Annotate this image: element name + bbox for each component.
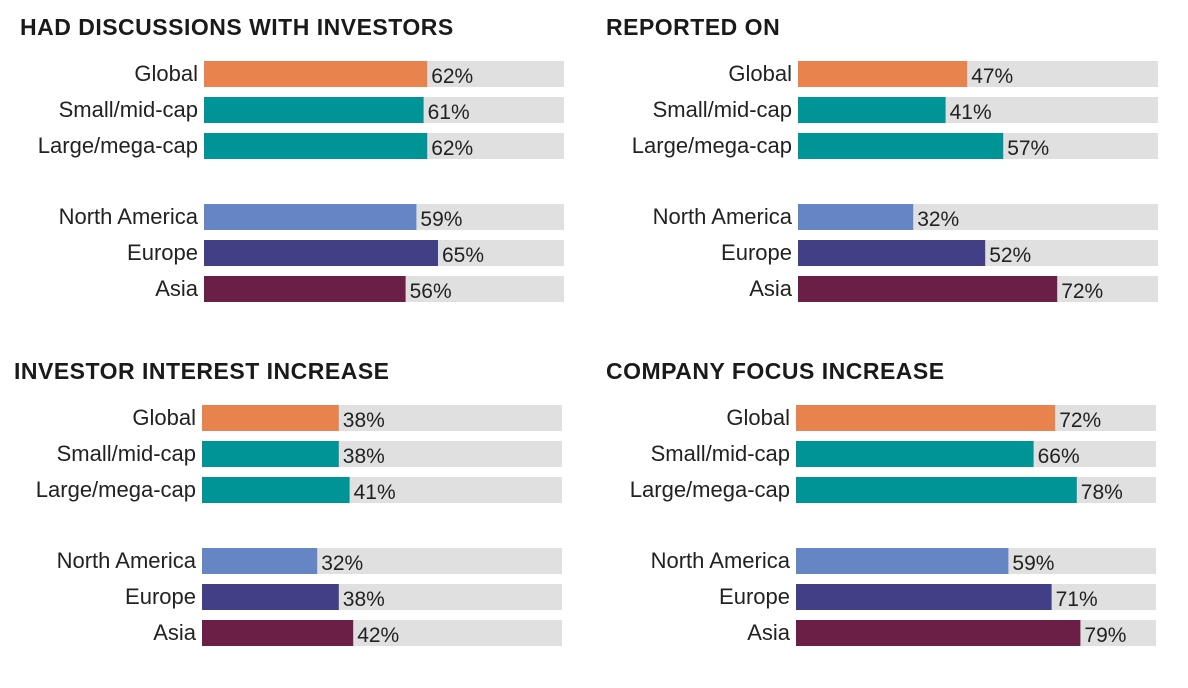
category-label-global: Global — [132, 405, 196, 430]
panel-reported-on: REPORTED ON Global 47% Small/mid-cap 41% Lar… — [606, 14, 1186, 344]
value-label-large-mega-cap: 41% — [354, 481, 396, 504]
category-label-asia: Asia — [153, 620, 197, 645]
category-label-north-america: North America — [653, 204, 793, 229]
bar-europe — [798, 240, 986, 266]
bar-asia — [204, 276, 406, 302]
value-label-europe: 52% — [989, 244, 1031, 267]
value-label-small-mid-cap: 41% — [950, 101, 992, 124]
bar-chart: Global 38% Small/mid-cap 38% Large/mega-cap 4… — [36, 405, 562, 647]
category-label-global: Global — [726, 405, 790, 430]
bar-large-mega-cap — [796, 477, 1077, 503]
bar-chart: Global 47% Small/mid-cap 41% Large/mega-cap 5… — [632, 61, 1158, 303]
category-label-global: Global — [728, 61, 792, 86]
bar-large-mega-cap — [202, 477, 350, 503]
bar-global — [202, 405, 339, 431]
bar-small-mid-cap — [204, 97, 424, 123]
category-label-large-mega-cap: Large/mega-cap — [632, 133, 792, 158]
value-label-europe: 65% — [442, 244, 484, 267]
value-label-small-mid-cap: 61% — [428, 101, 470, 124]
value-label-north-america: 32% — [321, 552, 363, 575]
value-label-global: 62% — [431, 65, 473, 88]
value-label-large-mega-cap: 57% — [1007, 137, 1049, 160]
value-label-asia: 72% — [1061, 280, 1103, 303]
category-label-north-america: North America — [651, 548, 791, 573]
bar-global — [796, 405, 1056, 431]
bar-chart: Global 62% Small/mid-cap 61% Large/mega-cap 6… — [38, 61, 564, 303]
category-label-small-mid-cap: Small/mid-cap — [653, 97, 792, 122]
value-label-europe: 38% — [343, 588, 385, 611]
bar-europe — [202, 584, 339, 610]
bar-small-mid-cap — [798, 97, 946, 123]
panel-title: REPORTED ON — [606, 14, 781, 40]
bar-asia — [202, 620, 354, 646]
bar-global — [798, 61, 968, 87]
category-label-small-mid-cap: Small/mid-cap — [57, 441, 196, 466]
category-label-europe: Europe — [127, 240, 198, 265]
bar-small-mid-cap — [796, 441, 1034, 467]
value-label-asia: 42% — [357, 624, 399, 647]
bar-europe — [796, 584, 1052, 610]
category-label-asia: Asia — [749, 276, 793, 301]
category-label-global: Global — [134, 61, 198, 86]
value-label-north-america: 59% — [420, 208, 462, 231]
category-label-north-america: North America — [59, 204, 199, 229]
category-label-large-mega-cap: Large/mega-cap — [38, 133, 198, 158]
panel-title: COMPANY FOCUS INCREASE — [606, 358, 945, 384]
bar-chart: Global 72% Small/mid-cap 66% Large/mega-cap 7… — [630, 405, 1156, 647]
value-label-global: 47% — [971, 65, 1013, 88]
panel-investor-interest: INVESTOR INTEREST INCREASE Global 38% Smal… — [14, 358, 594, 688]
category-label-small-mid-cap: Small/mid-cap — [59, 97, 198, 122]
bar-north-america — [204, 204, 417, 230]
category-label-europe: Europe — [719, 584, 790, 609]
bar-asia — [798, 276, 1058, 302]
value-label-small-mid-cap: 38% — [343, 445, 385, 468]
value-label-asia: 79% — [1084, 624, 1126, 647]
bar-large-mega-cap — [798, 133, 1004, 159]
category-label-small-mid-cap: Small/mid-cap — [651, 441, 790, 466]
value-label-global: 72% — [1059, 409, 1101, 432]
bar-asia — [796, 620, 1081, 646]
bar-north-america — [796, 548, 1009, 574]
category-label-asia: Asia — [747, 620, 791, 645]
panel-company-focus: COMPANY FOCUS INCREASE Global 72% Small/mi… — [606, 358, 1186, 688]
category-label-north-america: North America — [57, 548, 197, 573]
panel-title: INVESTOR INTEREST INCREASE — [14, 358, 390, 384]
value-label-europe: 71% — [1056, 588, 1098, 611]
panel-had-discussions: HAD DISCUSSIONS WITH INVESTORS Global 62%… — [20, 14, 600, 344]
bar-north-america — [798, 204, 914, 230]
bar-small-mid-cap — [202, 441, 339, 467]
value-label-asia: 56% — [410, 280, 452, 303]
value-label-global: 38% — [343, 409, 385, 432]
panel-title: HAD DISCUSSIONS WITH INVESTORS — [20, 14, 454, 40]
category-label-large-mega-cap: Large/mega-cap — [630, 477, 790, 502]
category-label-europe: Europe — [125, 584, 196, 609]
value-label-small-mid-cap: 66% — [1038, 445, 1080, 468]
value-label-large-mega-cap: 62% — [431, 137, 473, 160]
bar-large-mega-cap — [204, 133, 428, 159]
bar-europe — [204, 240, 438, 266]
category-label-large-mega-cap: Large/mega-cap — [36, 477, 196, 502]
bar-north-america — [202, 548, 318, 574]
value-label-north-america: 32% — [917, 208, 959, 231]
bar-global — [204, 61, 428, 87]
category-label-asia: Asia — [155, 276, 199, 301]
category-label-europe: Europe — [721, 240, 792, 265]
value-label-large-mega-cap: 78% — [1081, 481, 1123, 504]
value-label-north-america: 59% — [1012, 552, 1054, 575]
